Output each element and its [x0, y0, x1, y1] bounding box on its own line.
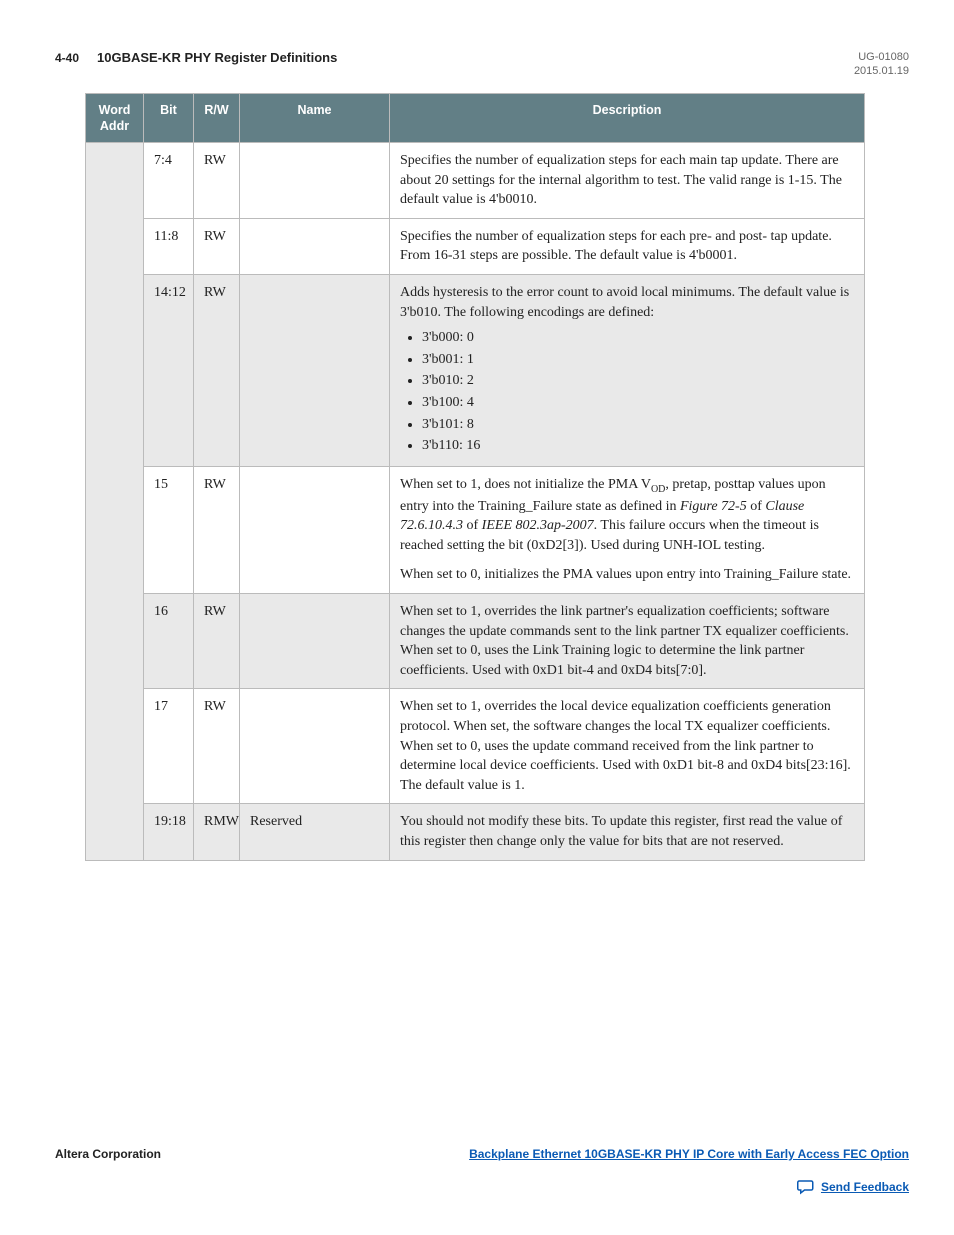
cell-desc: You should not modify these bits. To upd… [390, 804, 865, 860]
table-row: 14:12 RW Adds hysteresis to the error co… [86, 275, 865, 467]
cell-desc: Adds hysteresis to the error count to av… [390, 275, 865, 467]
cell-name [240, 593, 390, 688]
table-row: 7:4 RW Specifies the number of equalizat… [86, 143, 865, 219]
cell-name: Reserved [240, 804, 390, 860]
feedback-icon [797, 1179, 815, 1195]
list-item: 3'b010: 2 [422, 371, 854, 391]
cell-desc: Specifies the number of equalization ste… [390, 143, 865, 219]
page-footer: Altera Corporation Backplane Ethernet 10… [55, 1147, 909, 1195]
table-row: 19:18 RMW Reserved You should not modify… [86, 804, 865, 860]
register-table: Word Addr Bit R/W Name Description 7:4 R… [85, 93, 865, 861]
cell-name [240, 218, 390, 274]
cell-name [240, 689, 390, 804]
cell-rw: RW [194, 143, 240, 219]
table-row: 15 RW When set to 1, does not initialize… [86, 466, 865, 593]
send-feedback-link[interactable]: Send Feedback [821, 1180, 909, 1194]
cell-bit: 16 [144, 593, 194, 688]
cell-bit: 14:12 [144, 275, 194, 467]
cell-rw: RW [194, 689, 240, 804]
cell-rw: RW [194, 593, 240, 688]
cell-bit: 19:18 [144, 804, 194, 860]
doc-date: 2015.01.19 [854, 64, 909, 78]
list-item: 3'b110: 16 [422, 436, 854, 456]
cell-desc: When set to 1, does not initialize the P… [390, 466, 865, 593]
footer-top: Altera Corporation Backplane Ethernet 10… [55, 1147, 909, 1161]
encoding-list: 3'b000: 0 3'b001: 1 3'b010: 2 3'b100: 4 … [422, 328, 854, 456]
list-item: 3'b101: 8 [422, 415, 854, 435]
table-row: 16 RW When set to 1, overrides the link … [86, 593, 865, 688]
cell-rw: RMW [194, 804, 240, 860]
col-header-name: Name [240, 93, 390, 143]
col-header-bit: Bit [144, 93, 194, 143]
cell-name [240, 275, 390, 467]
header-left: 4-40 10GBASE-KR PHY Register Definitions [55, 50, 337, 65]
cell-rw: RW [194, 275, 240, 467]
list-item: 3'b100: 4 [422, 393, 854, 413]
header-right: UG-01080 2015.01.19 [854, 50, 909, 79]
list-item: 3'b001: 1 [422, 350, 854, 370]
list-item: 3'b000: 0 [422, 328, 854, 348]
col-header-desc: Description [390, 93, 865, 143]
page-header: 4-40 10GBASE-KR PHY Register Definitions… [55, 50, 909, 79]
cell-addr [86, 143, 144, 860]
cell-desc: When set to 1, overrides the link partne… [390, 593, 865, 688]
page-title: 10GBASE-KR PHY Register Definitions [97, 50, 337, 65]
cell-bit: 15 [144, 466, 194, 593]
cell-bit: 11:8 [144, 218, 194, 274]
cell-bit: 7:4 [144, 143, 194, 219]
cell-name [240, 466, 390, 593]
table-row: 17 RW When set to 1, overrides the local… [86, 689, 865, 804]
table-header-row: Word Addr Bit R/W Name Description [86, 93, 865, 143]
feedback-row: Send Feedback [55, 1179, 909, 1195]
cell-desc: When set to 1, overrides the local devic… [390, 689, 865, 804]
doc-code: UG-01080 [854, 50, 909, 64]
table-row: 11:8 RW Specifies the number of equaliza… [86, 218, 865, 274]
page-number: 4-40 [55, 51, 79, 65]
cell-rw: RW [194, 466, 240, 593]
cell-name [240, 143, 390, 219]
cell-bit: 17 [144, 689, 194, 804]
col-header-addr: Word Addr [86, 93, 144, 143]
corporation-name: Altera Corporation [55, 1147, 161, 1161]
cell-desc: Specifies the number of equalization ste… [390, 218, 865, 274]
chapter-link[interactable]: Backplane Ethernet 10GBASE-KR PHY IP Cor… [469, 1147, 909, 1161]
col-header-rw: R/W [194, 93, 240, 143]
cell-rw: RW [194, 218, 240, 274]
